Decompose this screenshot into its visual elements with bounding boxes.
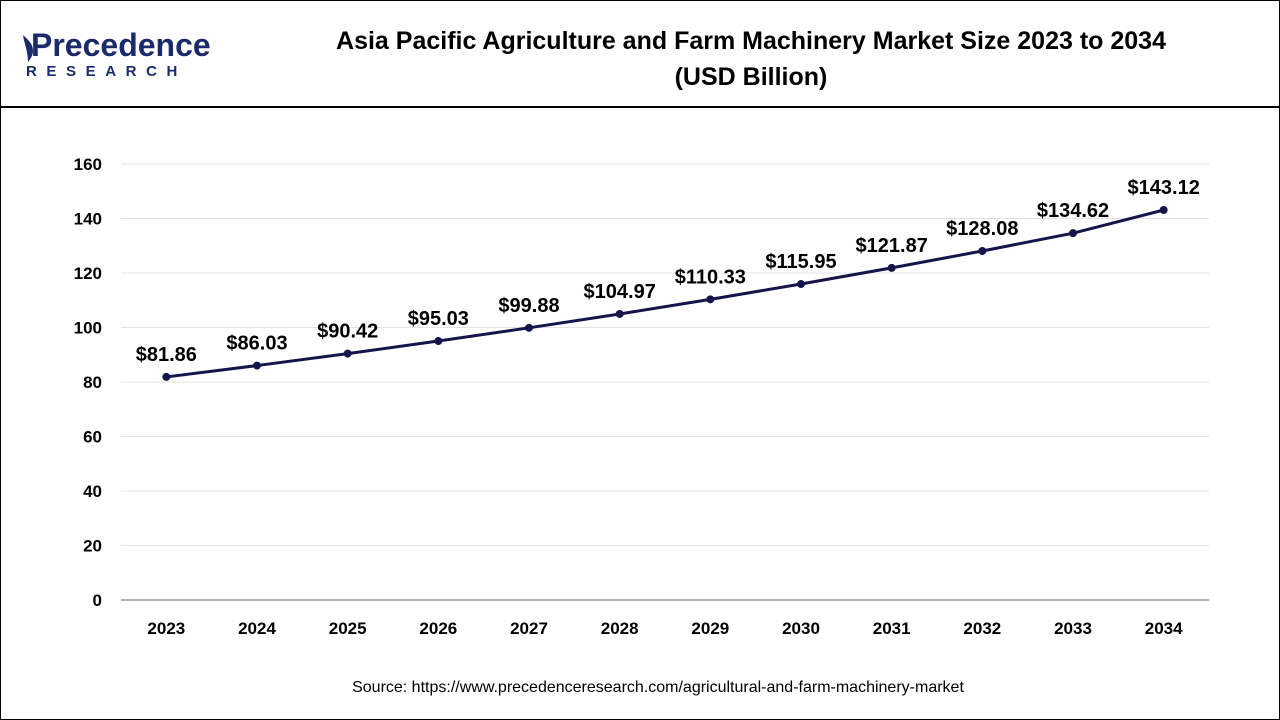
data-label: $81.86 — [136, 344, 197, 366]
data-point — [797, 280, 805, 289]
data-label: $128.08 — [946, 218, 1018, 240]
chart-title: Asia Pacific Agriculture and Farm Machin… — [291, 23, 1211, 95]
y-tick-label: 40 — [83, 482, 102, 501]
data-point — [1159, 205, 1168, 214]
data-label: $99.88 — [498, 295, 559, 317]
x-tick-label: 2031 — [873, 619, 911, 638]
data-point — [525, 323, 533, 332]
x-tick-label: 2027 — [510, 619, 548, 638]
data-point — [434, 337, 443, 346]
data-point — [162, 372, 171, 381]
y-tick-label: 160 — [74, 155, 102, 174]
chart-title-line2: (USD Billion) — [674, 63, 828, 91]
x-tick-label: 2024 — [238, 619, 276, 638]
data-label: $110.33 — [675, 266, 746, 288]
x-tick-label: 2030 — [782, 619, 820, 638]
source-note: Source: https://www.precedenceresearch.c… — [352, 679, 964, 696]
data-point — [978, 246, 987, 255]
x-tick-label: 2023 — [147, 619, 185, 638]
brand-logo: Precedence RESEARCH — [21, 27, 221, 87]
y-tick-label: 80 — [83, 373, 102, 392]
data-point — [706, 295, 715, 304]
y-tick-label: 140 — [74, 210, 102, 229]
y-tick-label: 0 — [93, 591, 102, 610]
data-label: $95.03 — [408, 308, 469, 330]
chart-title-line1: Asia Pacific Agriculture and Farm Machin… — [336, 27, 1166, 55]
y-tick-label: 100 — [74, 319, 102, 338]
header: Precedence RESEARCH Asia Pacific Agricul… — [1, 1, 1279, 108]
brand-name: Precedence — [31, 27, 211, 63]
data-point — [1069, 229, 1077, 238]
data-label: $121.87 — [856, 235, 928, 257]
series-line — [164, 208, 1166, 379]
x-tick-label: 2033 — [1054, 619, 1092, 638]
x-tick-label: 2026 — [419, 619, 457, 638]
y-tick-label: 120 — [74, 264, 102, 283]
x-tick-label: 2028 — [601, 619, 639, 638]
data-label: $104.97 — [584, 281, 656, 303]
data-label: $90.42 — [317, 321, 378, 343]
brand-sub: RESEARCH — [26, 63, 187, 80]
data-label: $86.03 — [226, 333, 287, 355]
data-label: $134.62 — [1037, 200, 1109, 222]
data-point — [615, 309, 624, 318]
data-point — [887, 263, 896, 272]
data-point — [253, 361, 261, 370]
data-label: $115.95 — [765, 251, 836, 273]
data-point — [343, 349, 352, 358]
x-tick-label: 2029 — [691, 619, 729, 638]
x-tick-label: 2034 — [1145, 619, 1183, 638]
y-tick-label: 60 — [83, 428, 102, 447]
x-tick-label: 2025 — [329, 619, 367, 638]
x-tick-label: 2032 — [963, 619, 1001, 638]
data-label: $143.12 — [1128, 177, 1200, 199]
leaf-icon — [23, 35, 33, 62]
y-tick-label: 20 — [83, 537, 102, 556]
